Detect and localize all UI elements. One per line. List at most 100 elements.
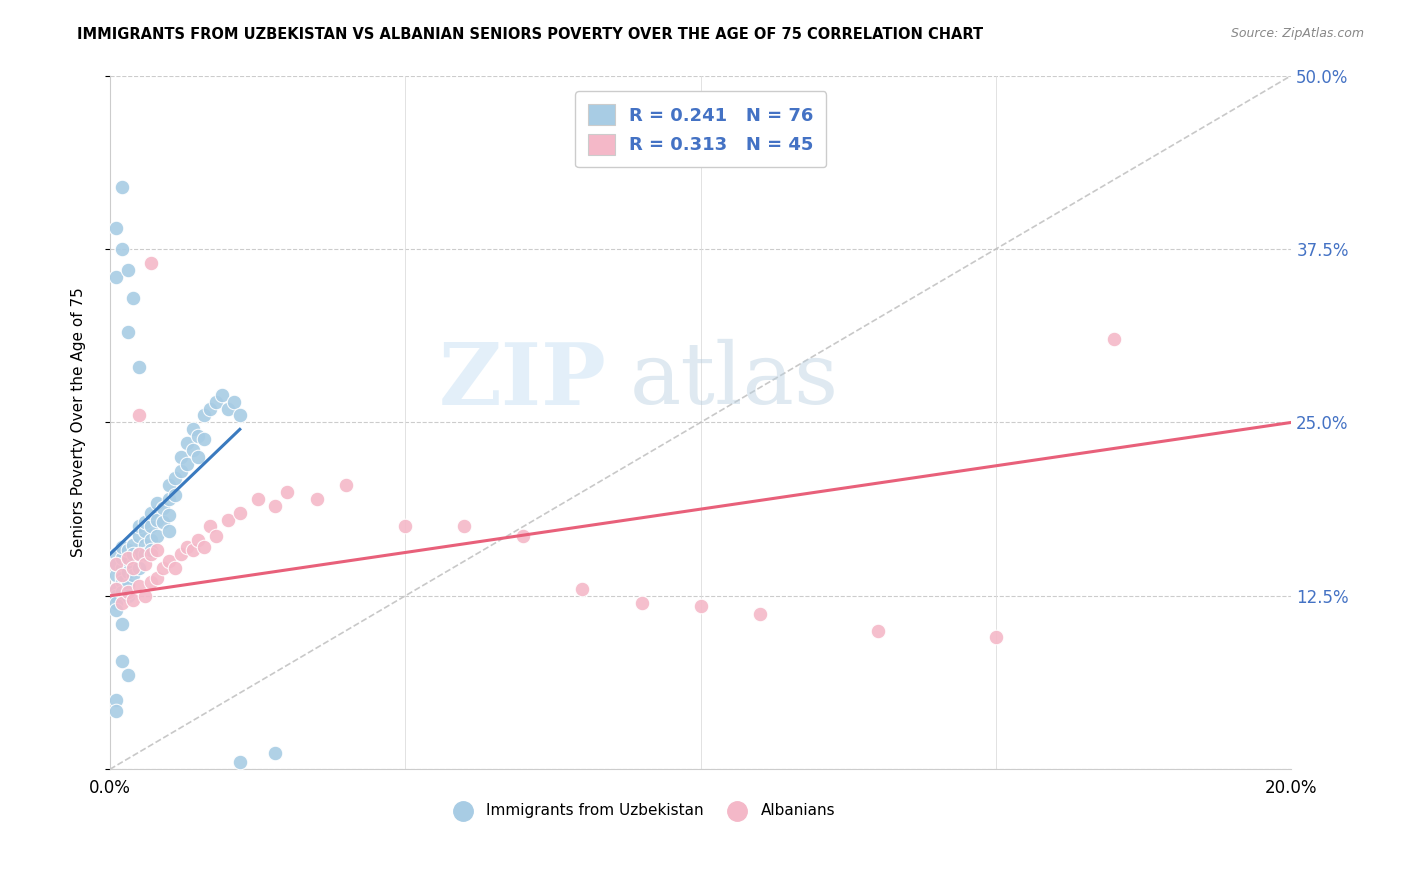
Point	[984, 631, 1007, 645]
Point	[141, 547, 163, 561]
Point	[117, 554, 139, 568]
Point	[128, 561, 150, 575]
Point	[111, 584, 134, 599]
Point	[264, 499, 287, 513]
Point	[111, 596, 134, 610]
Point	[689, 599, 711, 613]
Point	[128, 547, 150, 561]
Point	[222, 394, 245, 409]
Point	[134, 557, 156, 571]
Point	[104, 547, 127, 561]
Point	[122, 593, 145, 607]
Point	[176, 457, 198, 471]
Text: atlas: atlas	[630, 339, 839, 423]
Point	[187, 429, 209, 443]
Point	[193, 541, 215, 555]
Point	[111, 561, 134, 575]
Text: IMMIGRANTS FROM UZBEKISTAN VS ALBANIAN SENIORS POVERTY OVER THE AGE OF 75 CORREL: IMMIGRANTS FROM UZBEKISTAN VS ALBANIAN S…	[77, 27, 983, 42]
Y-axis label: Seniors Poverty Over the Age of 75: Seniors Poverty Over the Age of 75	[72, 287, 86, 558]
Point	[170, 464, 193, 478]
Point	[141, 543, 163, 558]
Point	[134, 589, 156, 603]
Point	[104, 269, 127, 284]
Point	[111, 616, 134, 631]
Point	[122, 547, 145, 561]
Point	[141, 256, 163, 270]
Point	[104, 557, 127, 571]
Point	[122, 557, 145, 571]
Point	[157, 491, 180, 506]
Legend: Immigrants from Uzbekistan, Albanians: Immigrants from Uzbekistan, Albanians	[441, 797, 841, 824]
Point	[157, 478, 180, 492]
Point	[193, 409, 215, 423]
Point	[128, 359, 150, 374]
Point	[181, 443, 204, 458]
Point	[117, 578, 139, 592]
Point	[134, 547, 156, 561]
Point	[104, 582, 127, 596]
Point	[128, 547, 150, 561]
Point	[170, 547, 193, 561]
Point	[146, 496, 169, 510]
Point	[217, 401, 239, 416]
Point	[117, 584, 139, 599]
Text: Source: ZipAtlas.com: Source: ZipAtlas.com	[1230, 27, 1364, 40]
Point	[187, 450, 209, 464]
Point	[141, 519, 163, 533]
Point	[141, 574, 163, 589]
Point	[157, 554, 180, 568]
Point	[104, 582, 127, 596]
Point	[305, 491, 328, 506]
Point	[152, 516, 174, 530]
Point	[146, 571, 169, 585]
Point	[866, 624, 889, 638]
Point	[211, 387, 233, 401]
Point	[128, 519, 150, 533]
Point	[152, 561, 174, 575]
Point	[748, 607, 770, 621]
Point	[170, 450, 193, 464]
Point	[141, 533, 163, 548]
Point	[117, 589, 139, 603]
Point	[111, 551, 134, 566]
Point	[146, 512, 169, 526]
Point	[205, 394, 228, 409]
Point	[111, 541, 134, 555]
Point	[264, 746, 287, 760]
Point	[111, 179, 134, 194]
Point	[111, 571, 134, 585]
Point	[104, 693, 127, 707]
Point	[134, 524, 156, 538]
Point	[128, 579, 150, 593]
Point	[146, 543, 169, 558]
Point	[157, 508, 180, 523]
Point	[453, 519, 475, 533]
Point	[512, 529, 534, 543]
Point	[176, 541, 198, 555]
Point	[141, 506, 163, 520]
Point	[176, 436, 198, 450]
Point	[111, 574, 134, 589]
Point	[246, 491, 269, 506]
Point	[104, 557, 127, 571]
Point	[128, 409, 150, 423]
Point	[111, 654, 134, 668]
Point	[181, 543, 204, 558]
Point	[229, 506, 252, 520]
Point	[111, 568, 134, 582]
Point	[128, 529, 150, 543]
Point	[571, 582, 593, 596]
Point	[104, 704, 127, 718]
Point	[152, 501, 174, 516]
Point	[122, 537, 145, 551]
Point	[229, 756, 252, 770]
Point	[157, 524, 180, 538]
Text: ZIP: ZIP	[439, 339, 606, 423]
Point	[193, 432, 215, 446]
Point	[122, 568, 145, 582]
Point	[104, 568, 127, 582]
Point	[205, 529, 228, 543]
Point	[104, 596, 127, 610]
Point	[394, 519, 416, 533]
Point	[104, 221, 127, 235]
